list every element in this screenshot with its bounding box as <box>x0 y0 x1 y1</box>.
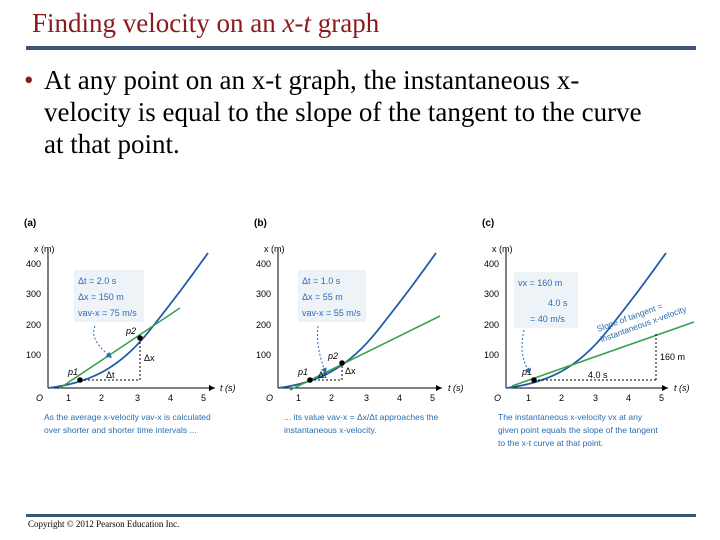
panel-b-dx-mark: Δx <box>345 366 356 376</box>
footer-rule <box>26 514 696 517</box>
panel-b: (b) x (m) t (s) O 400 300 200 100 1 2 3 … <box>254 218 464 435</box>
panel-b-point-p1 <box>307 377 313 383</box>
panel-c-rise-label: 160 m <box>660 352 685 362</box>
panel-a-box-bg <box>74 270 144 322</box>
panel-a-point-p1 <box>77 377 83 383</box>
panel-c-caption-3: to the x-t curve at that point. <box>498 438 603 448</box>
panel-b-p1-label: p1 <box>297 367 308 377</box>
panel-a-ytick-100: 100 <box>26 350 41 360</box>
panel-a-box-arrow <box>93 325 113 359</box>
panel-b-p2-label: p2 <box>327 351 338 361</box>
panel-a-xtick-5: 5 <box>201 393 206 403</box>
panel-b-letter: (b) <box>254 218 267 229</box>
panel-c-run-label: 4.0 s <box>588 370 608 380</box>
velocity-figure: (a) x (m) t (s) O 400 300 200 100 1 2 3 … <box>0 208 720 458</box>
panel-c-caption-1: The instantaneous x-velocity vx at any <box>498 412 643 422</box>
title-prefix: Finding velocity on an <box>32 8 283 38</box>
panel-b-origin: O <box>266 393 273 403</box>
panel-c-box-line-1: vx = 160 m <box>518 278 562 288</box>
panel-a-ytick-200: 200 <box>26 320 41 330</box>
panel-c-box-bg <box>514 272 578 328</box>
panel-a-p2-label: p2 <box>125 326 136 336</box>
panel-c-ytick-300: 300 <box>484 289 499 299</box>
panel-a-dx-mark: Δx <box>144 353 155 363</box>
panel-a-xtick-1: 1 <box>66 393 71 403</box>
slide-title: Finding velocity on an x-t graph <box>32 8 379 39</box>
panel-b-ytick-400: 400 <box>256 259 271 269</box>
bullet-text: At any point on an x-t graph, the instan… <box>44 65 642 159</box>
copyright-text: Copyright © 2012 Pearson Education Inc. <box>28 519 180 529</box>
panel-b-caption-2: instantaneous x-velocity. <box>284 425 376 435</box>
panel-b-y-label: x (m) <box>264 244 285 254</box>
panel-a-xtick-2: 2 <box>99 393 104 403</box>
panel-a-box-line-2: Δx = 150 m <box>78 292 124 302</box>
panel-a-point-p2 <box>137 335 143 341</box>
panel-c-letter: (c) <box>482 218 494 229</box>
title-rule <box>26 46 696 50</box>
panel-b-box-arrow <box>317 325 327 375</box>
panel-a-x-label: t (s) <box>220 383 236 393</box>
panel-c-x-label: t (s) <box>674 383 690 393</box>
panel-a-secant <box>59 307 181 389</box>
panel-b-secant <box>289 315 441 391</box>
panel-a-p1-label: p1 <box>67 367 78 377</box>
panel-a-origin: O <box>36 393 43 403</box>
panel-a-xtick-4: 4 <box>168 393 173 403</box>
panel-c-box-line-3: = 40 m/s <box>530 314 565 324</box>
panel-b-point-p2 <box>339 360 345 366</box>
panel-a-box-line-3: vav-x = 75 m/s <box>78 308 137 318</box>
panel-c-xtick-3: 3 <box>593 393 598 403</box>
panel-c-xtick-4: 4 <box>626 393 631 403</box>
panel-c-ytick-100: 100 <box>484 350 499 360</box>
figure-svg: (a) x (m) t (s) O 400 300 200 100 1 2 3 … <box>24 218 695 448</box>
panel-c-tangent-label: Slope of tangent = instantaneous x-veloc… <box>595 301 688 344</box>
panel-b-xtick-3: 3 <box>364 393 369 403</box>
panel-b-xtick-1: 1 <box>296 393 301 403</box>
panel-b-box-line-3: vav-x = 55 m/s <box>302 308 361 318</box>
panel-b-xtick-2: 2 <box>329 393 334 403</box>
panel-b-box-bg <box>298 270 366 322</box>
panel-b-box-line-1: Δt = 1.0 s <box>302 276 341 286</box>
panel-a-ytick-400: 400 <box>26 259 41 269</box>
panel-b-ytick-200: 200 <box>256 320 271 330</box>
panel-c-xtick-5: 5 <box>659 393 664 403</box>
panel-a-ytick-300: 300 <box>26 289 41 299</box>
panel-a-letter: (a) <box>24 218 36 229</box>
panel-b-caption-1: ... its value vav-x = Δx/Δt approaches t… <box>284 412 439 422</box>
panel-b-box-line-2: Δx = 55 m <box>302 292 343 302</box>
panel-a-dt-mark: Δt <box>106 370 115 380</box>
panel-b-x-label: t (s) <box>448 383 464 393</box>
bullet-icon: • <box>24 65 34 95</box>
panel-c-xtick-1: 1 <box>526 393 531 403</box>
panel-b-dt-mark: Δt <box>318 370 327 380</box>
panel-a-box-line-1: Δt = 2.0 s <box>78 276 117 286</box>
panel-c-y-label: x (m) <box>492 244 513 254</box>
panel-b-xtick-4: 4 <box>397 393 402 403</box>
panel-a: (a) x (m) t (s) O 400 300 200 100 1 2 3 … <box>24 218 236 435</box>
panel-b-xtick-5: 5 <box>430 393 435 403</box>
panel-c-point-p1 <box>531 377 537 383</box>
panel-a-xtick-3: 3 <box>135 393 140 403</box>
panel-c-caption-2: given point equals the slope of the tang… <box>498 425 658 435</box>
panel-c-xtick-2: 2 <box>559 393 564 403</box>
panel-c-origin: O <box>494 393 501 403</box>
title-suffix: graph <box>310 8 380 38</box>
panel-c-ytick-200: 200 <box>484 320 499 330</box>
panel-a-caption-2: over shorter and shorter time intervals … <box>44 425 197 435</box>
bullet-point: • At any point on an x-t graph, the inst… <box>24 64 664 160</box>
panel-b-ytick-100: 100 <box>256 350 271 360</box>
panel-c-curve <box>505 252 667 389</box>
panel-c-box-arrow <box>521 329 531 375</box>
panel-c-tangent <box>511 321 695 387</box>
panel-a-caption-1: As the average x-velocity vav-x is calcu… <box>44 412 211 422</box>
panel-c: (c) x (m) t (s) O 400 300 200 100 1 2 3 … <box>482 218 695 448</box>
panel-a-y-label: x (m) <box>34 244 55 254</box>
panel-c-ytick-400: 400 <box>484 259 499 269</box>
panel-b-ytick-300: 300 <box>256 289 271 299</box>
title-variable: x-t <box>282 8 311 38</box>
panel-c-box-line-2: 4.0 s <box>548 298 568 308</box>
panel-c-p1-label: p1 <box>521 367 532 377</box>
